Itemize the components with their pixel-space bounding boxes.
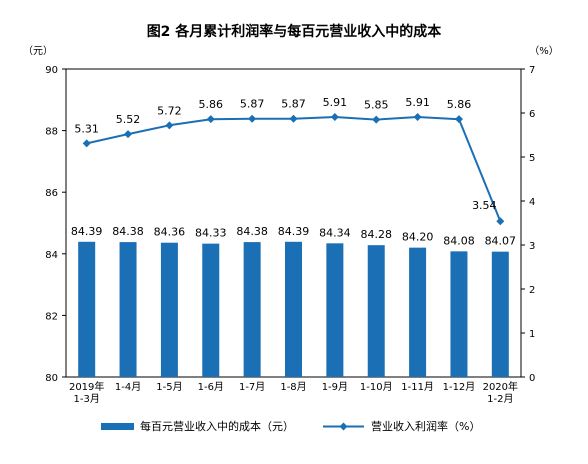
x-axis-tick-label: 1-10月 (360, 381, 393, 393)
bar (491, 251, 509, 377)
bar-data-label: 84.39 (278, 225, 310, 238)
left-axis-tick-label: 90 (45, 65, 58, 76)
line-data-label: 3.54 (472, 199, 497, 212)
x-axis-tick-label: 2020年 (483, 380, 518, 393)
line-data-label: 5.91 (323, 96, 348, 109)
bar (78, 241, 96, 377)
bar-series (78, 241, 509, 377)
line-data-label: 5.86 (447, 98, 472, 111)
bar (326, 243, 344, 377)
right-axis-unit: （%） (529, 45, 559, 57)
x-axis-tick-label: 1-11月 (401, 381, 434, 393)
line-path (86, 116, 502, 222)
bar (285, 241, 302, 377)
line-data-label: 5.91 (405, 96, 430, 109)
legend-bar-label: 每百元营业收入中的成本（元） (140, 419, 294, 433)
right-axis-tick-label: 5 (529, 153, 535, 164)
bar (450, 251, 468, 377)
legend-line-marker (339, 422, 348, 431)
line-point-marker (330, 112, 339, 121)
line-series (82, 112, 505, 226)
bar-data-label: 84.33 (195, 227, 227, 240)
right-axis-tick-label: 0 (529, 373, 535, 384)
left-axis-tick-label: 80 (45, 373, 58, 384)
bar (160, 242, 178, 377)
bar-data-label: 84.38 (236, 225, 268, 238)
legend-bar-swatch (101, 423, 134, 430)
x-axis-tick-label: 1-3月 (74, 393, 100, 405)
bar (202, 243, 220, 377)
line-point-marker (289, 114, 298, 123)
line-point-marker (82, 139, 91, 148)
bar-data-label: 84.07 (485, 235, 517, 248)
x-axis-tick-label: 1-6月 (198, 381, 224, 393)
left-axis-unit: （元） (23, 45, 53, 57)
right-axis-tick-label: 4 (529, 197, 535, 208)
legend-line-label: 营业收入利润率（%） (371, 419, 480, 433)
left-axis-tick-label: 88 (45, 127, 58, 138)
line-data-label: 5.31 (74, 122, 99, 135)
x-axis-tick-label: 1-2月 (487, 393, 513, 405)
line-point-marker (496, 217, 505, 226)
bar-data-label: 84.28 (360, 228, 392, 241)
right-axis-tick-label: 2 (529, 285, 535, 296)
x-axis-tick-label: 1-7月 (239, 381, 265, 393)
bar-data-label: 84.34 (319, 226, 351, 239)
x-axis-tick-label: 1-8月 (280, 381, 306, 393)
right-axis-tick-label: 7 (529, 65, 535, 76)
line-point-marker (413, 112, 422, 121)
line-data-labels: 5.31 5.52 5.72 5.86 5.87 5.87 5.91 5.85 5.91 5.86… (74, 96, 496, 212)
bar-data-label: 84.39 (71, 225, 103, 238)
line-data-label: 5.87 (240, 98, 265, 111)
bar-data-label: 84.08 (443, 234, 475, 247)
line-data-label: 5.87 (281, 98, 306, 111)
left-axis-tick-label: 86 (45, 188, 58, 199)
bar-data-labels: 84.39 84.38 84.36 84.33 84.38 84.39 84.34 84.28… (71, 225, 516, 248)
x-axis-tick-label: 1-4月 (115, 381, 141, 393)
bar-data-label: 84.38 (112, 225, 144, 238)
left-axis: 80 82 84 86 88 90 (45, 65, 66, 384)
line-point-marker (454, 115, 463, 124)
line-point-marker (372, 115, 381, 124)
right-axis-tick-label: 6 (529, 109, 535, 120)
right-axis-tick-label: 1 (529, 329, 535, 340)
right-axis: 0 1 2 3 4 5 6 7 (521, 65, 535, 384)
line-data-label: 5.86 (199, 98, 224, 111)
right-axis-tick-label: 3 (529, 241, 535, 252)
line-data-label: 5.85 (364, 99, 389, 112)
x-axis-tick-label: 2019年 (69, 380, 104, 393)
line-point-marker (248, 114, 257, 123)
bar (409, 247, 427, 377)
bar (367, 245, 385, 377)
bar (243, 242, 261, 377)
left-axis-tick-label: 84 (45, 250, 58, 261)
x-axis-tick-label: 1-5月 (156, 381, 182, 393)
line-data-label: 5.52 (116, 113, 141, 126)
chart-title: 图2 各月累计利润率与每百元营业收入中的成本 (147, 23, 443, 40)
line-point-marker (124, 130, 133, 139)
bar (119, 242, 137, 377)
legend: 每百元营业收入中的成本（元） 营业收入利润率（%） (101, 419, 480, 433)
left-axis-tick-label: 82 (45, 311, 58, 322)
bar-data-label: 84.20 (402, 231, 434, 244)
line-point-marker (206, 115, 215, 124)
x-axis-tick-label: 1-12月 (443, 381, 476, 393)
line-point-marker (165, 121, 174, 130)
x-axis-tick-label: 1-9月 (322, 381, 348, 393)
bar-data-label: 84.36 (154, 226, 186, 239)
line-data-label: 5.72 (157, 104, 182, 117)
